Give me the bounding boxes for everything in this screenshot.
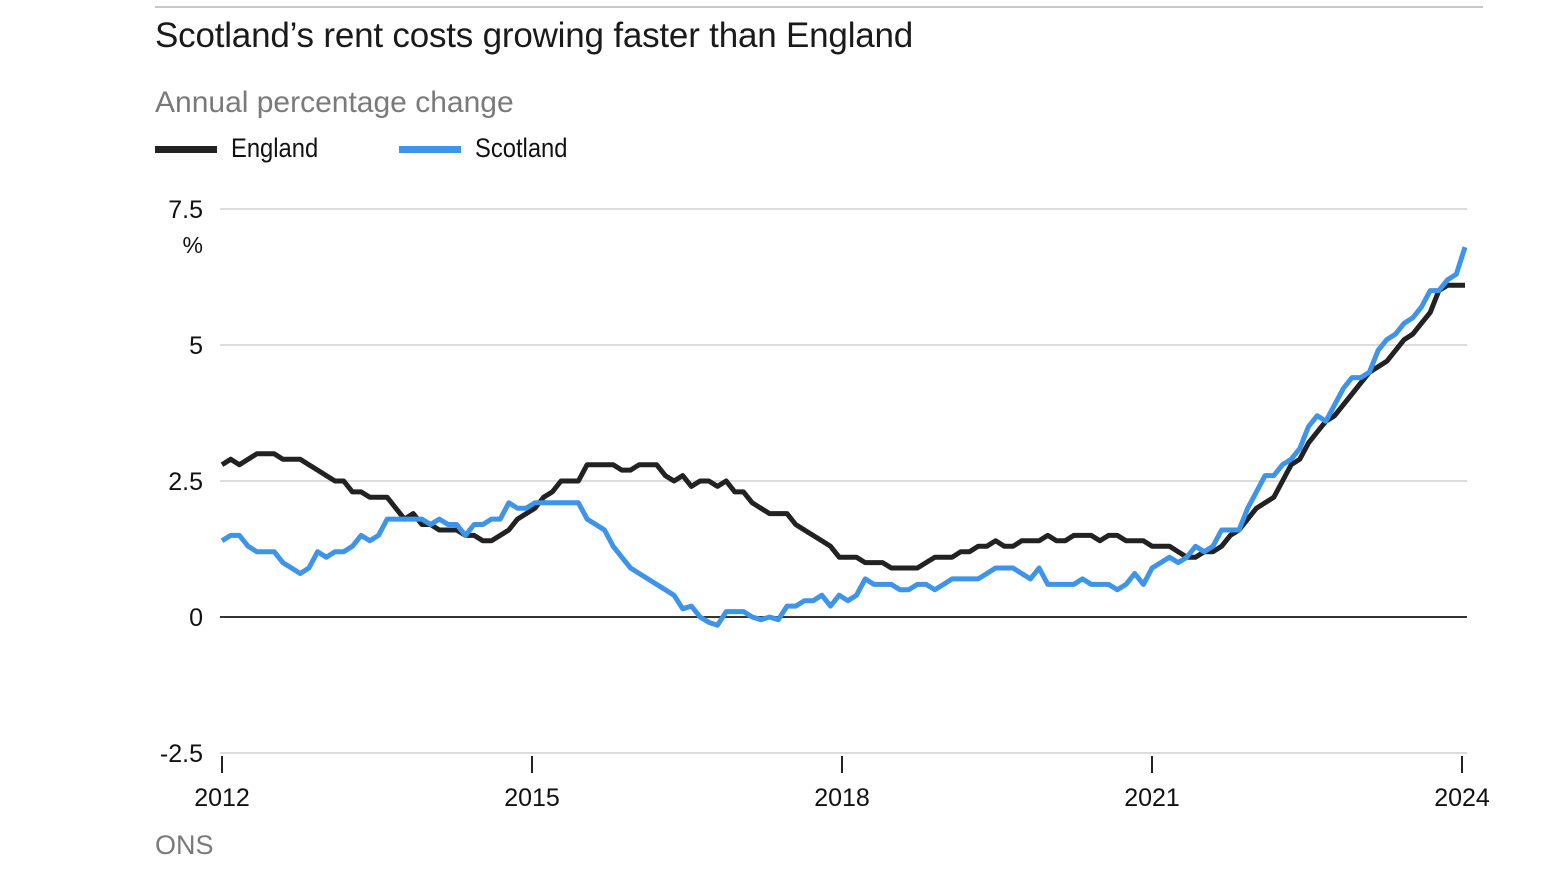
chart-subtitle: Annual percentage change: [155, 86, 514, 119]
x-tick-label: 2021: [1124, 784, 1180, 812]
y-unit-label: %: [183, 232, 203, 258]
y-tick-label: 7.5: [168, 196, 203, 224]
x-tick-label: 2012: [194, 784, 250, 812]
legend-swatch-england: [155, 146, 217, 153]
x-tick-label: 2015: [504, 784, 560, 812]
y-tick-label: 0: [189, 604, 203, 632]
x-tick-label: 2018: [814, 784, 870, 812]
source-note: ONS: [155, 830, 214, 860]
top-rule: [155, 6, 1483, 8]
series-line-scotland: [220, 246, 1468, 628]
legend-label-england: England: [231, 133, 319, 163]
x-tick-label: 2024: [1434, 784, 1490, 812]
series-line-england: [220, 282, 1465, 571]
y-tick-label: 5: [189, 332, 203, 360]
y-tick-label: 2.5: [168, 468, 203, 496]
legend-label-scotland: Scotland: [475, 133, 568, 163]
y-tick-label: -2.5: [160, 740, 203, 768]
chart-title: Scotland’s rent costs growing faster tha…: [155, 16, 914, 55]
legend-swatch-scotland: [399, 146, 461, 153]
